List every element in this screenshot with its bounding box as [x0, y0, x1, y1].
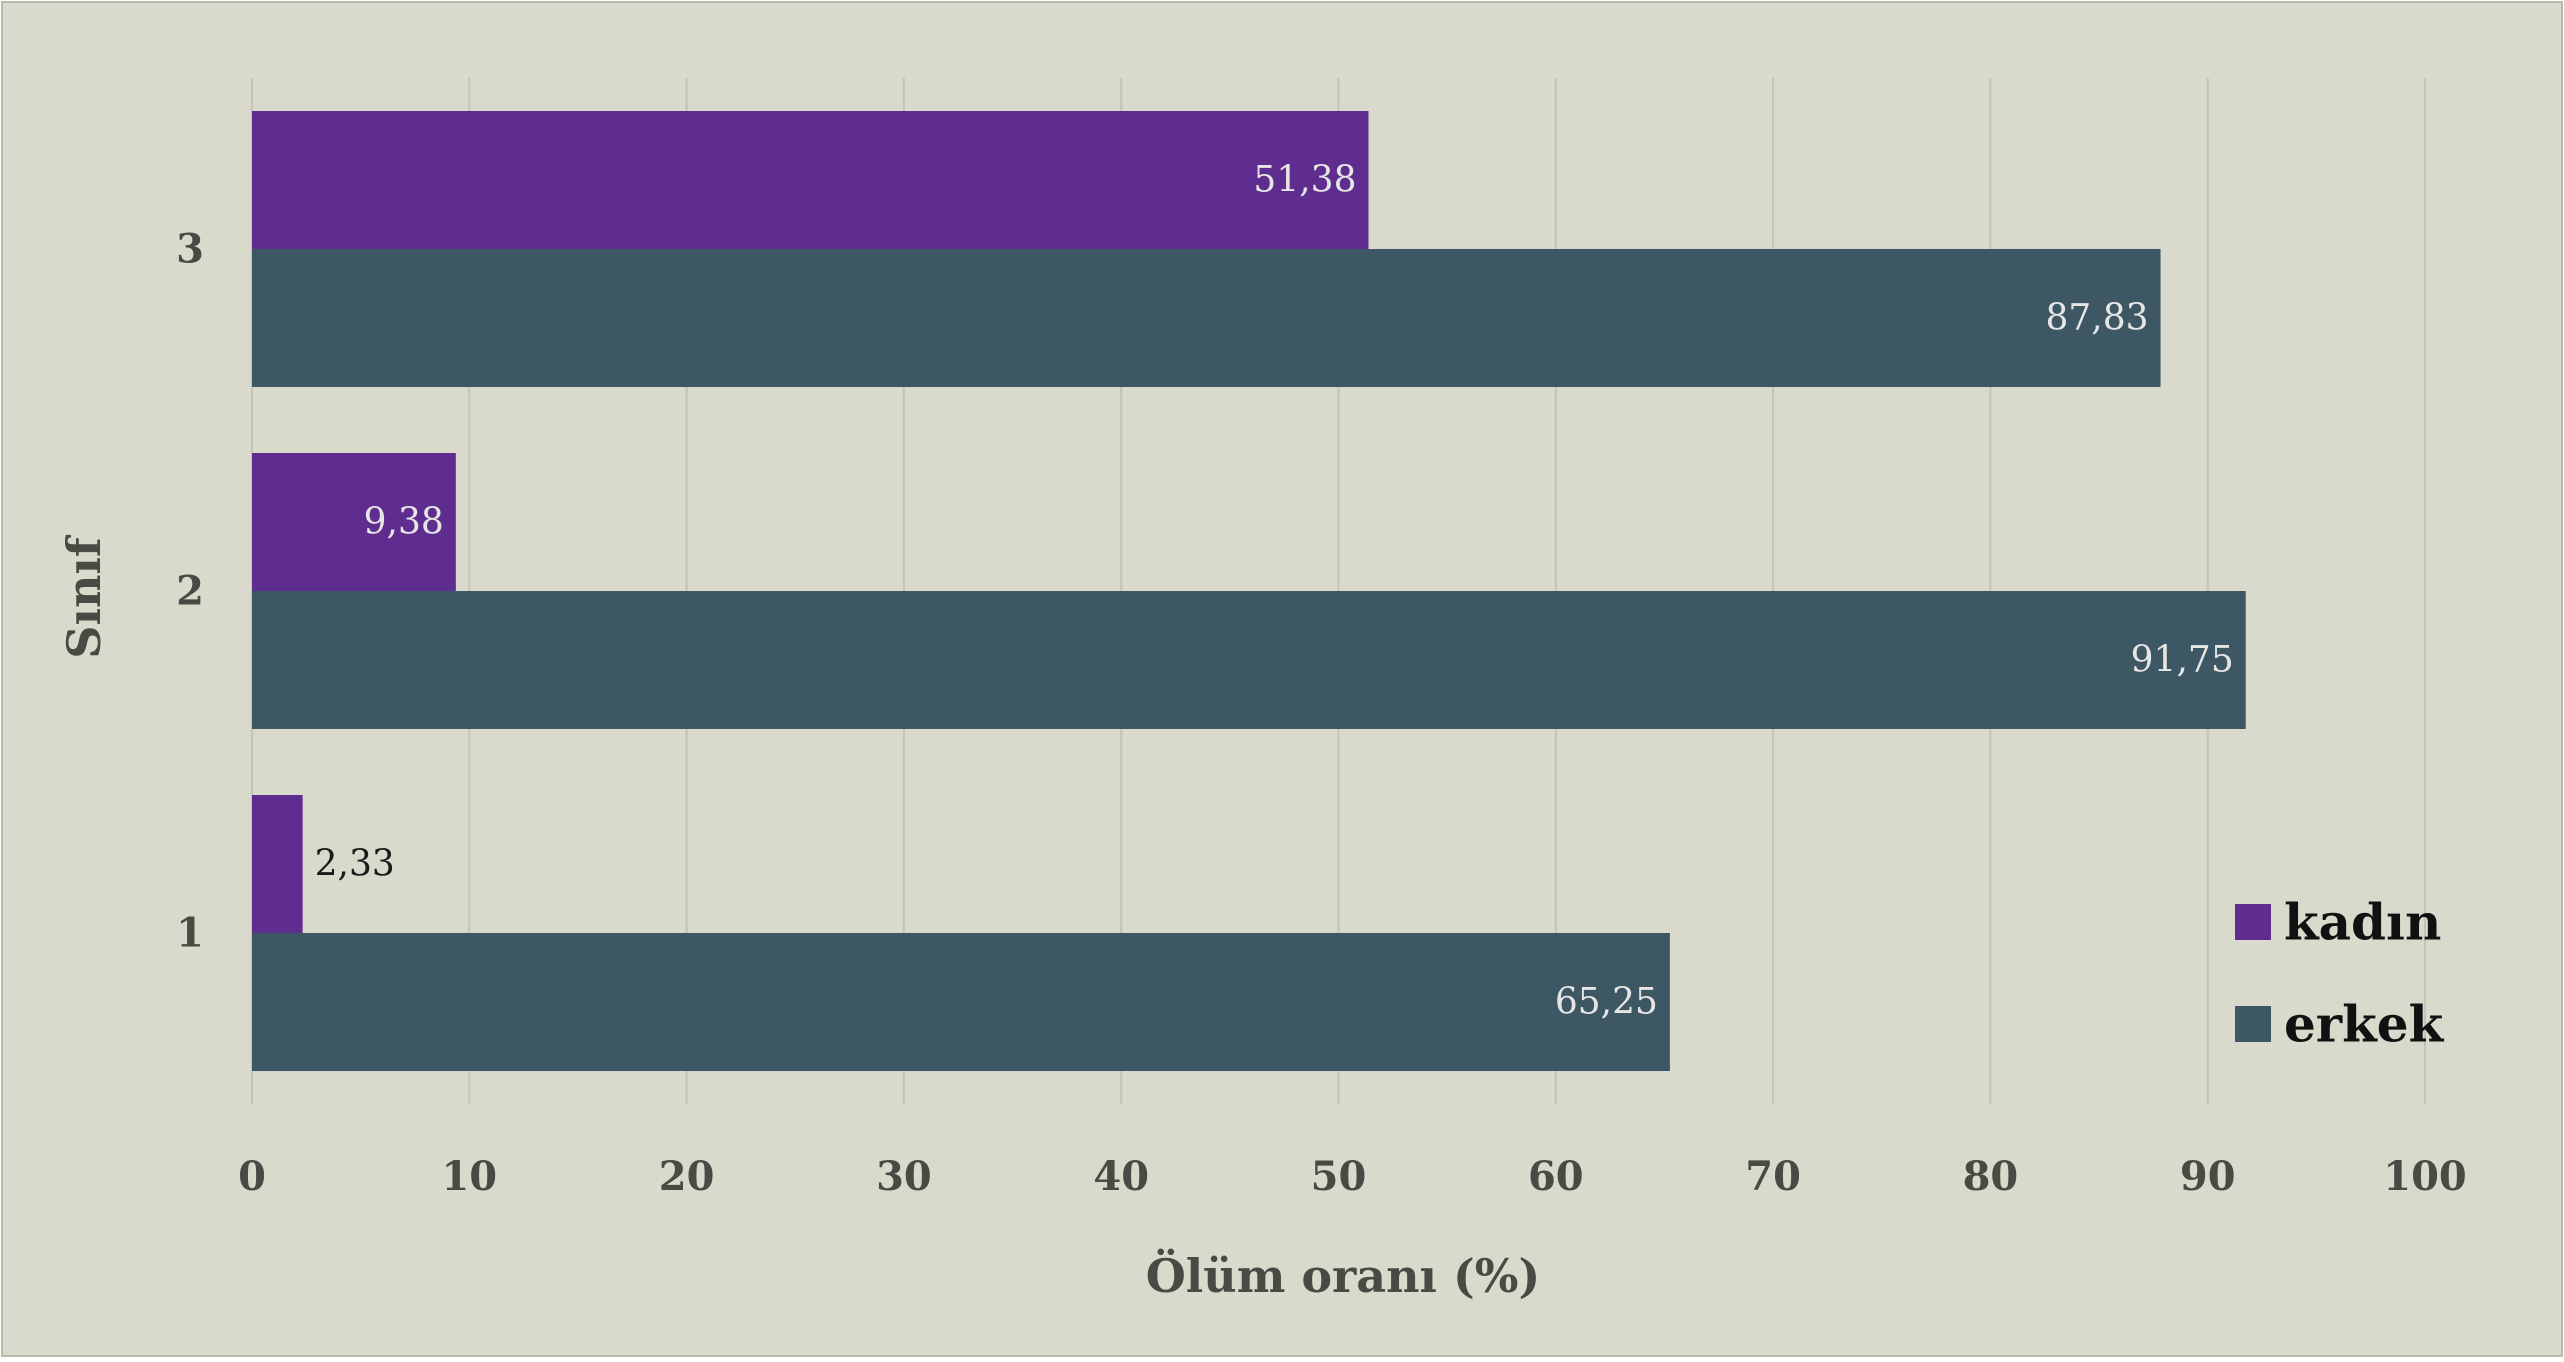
tick-labels: 0 10 20 30 40 50 60 70 80 90 100 1 2 3: [176, 226, 2467, 1201]
x-tick-label: 80: [1963, 1153, 2019, 1200]
data-label: 2,33: [315, 844, 395, 885]
x-tick-label: 30: [876, 1153, 932, 1200]
data-label: 51,38: [1253, 160, 1356, 201]
data-label: 87,83: [2045, 298, 2148, 339]
y-tick-label: 1: [176, 910, 204, 957]
x-tick-label: 20: [659, 1153, 715, 1200]
bar-erkek-1: [252, 933, 1670, 1071]
bars: 2,33 65,25 9,38 91,75 51,38 87,83: [252, 111, 2246, 1071]
y-axis-title: Sınıf: [57, 534, 111, 659]
bar-kadın-3: [252, 111, 1369, 249]
x-tick-label: 50: [1311, 1153, 1367, 1200]
legend-swatch: [2235, 904, 2271, 940]
legend-swatch: [2235, 1006, 2271, 1042]
x-tick-label: 100: [2383, 1153, 2467, 1200]
bar-erkek-2: [252, 591, 2246, 729]
bar-kadın-2: [252, 453, 456, 591]
legend-label: kadın: [2284, 893, 2441, 952]
x-tick-label: 90: [2180, 1153, 2236, 1200]
bar-erkek-3: [252, 249, 2161, 387]
x-tick-label: 70: [1745, 1153, 1801, 1200]
legend-label: erkek: [2284, 995, 2445, 1054]
data-label: 91,75: [2131, 640, 2234, 681]
y-tick-label: 3: [176, 226, 204, 273]
data-label: 65,25: [1555, 982, 1658, 1023]
x-tick-label: 40: [1093, 1153, 1149, 1200]
legend: kadın erkek: [2235, 893, 2445, 1054]
x-axis-title: Ölüm oranı (%): [1146, 1248, 1541, 1303]
data-label: 9,38: [364, 502, 444, 543]
y-tick-label: 2: [176, 568, 204, 615]
x-tick-label: 10: [441, 1153, 497, 1200]
x-tick-label: 0: [238, 1153, 266, 1200]
bar-kadın-1: [252, 795, 303, 933]
x-tick-label: 60: [1528, 1153, 1584, 1200]
